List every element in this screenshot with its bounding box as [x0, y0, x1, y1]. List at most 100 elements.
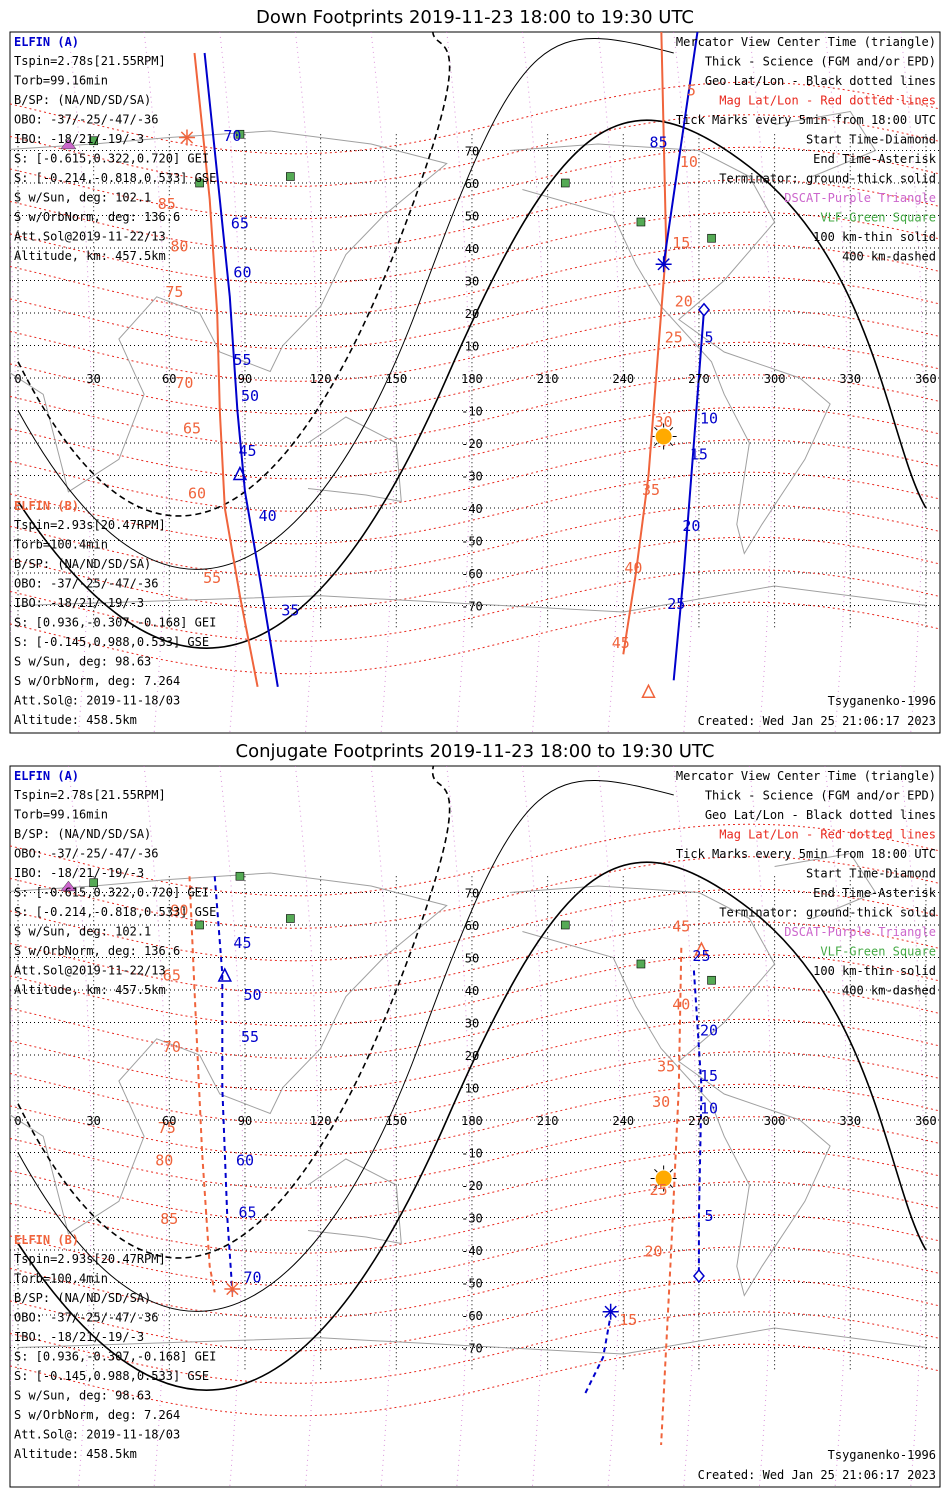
elfin-b-info: Att.Sol@: 2019-11-18/03 [14, 694, 180, 708]
elfin-a-info: Torb=99.16min [14, 808, 108, 822]
coastline [774, 110, 877, 177]
lon-tick-label: 240 [612, 372, 634, 386]
created-timestamp: Created: Wed Jan 25 21:06:17 2023 [698, 1468, 936, 1482]
elfin-b-info: S w/OrbNorm, deg: 7.264 [14, 674, 180, 688]
lat-tick-label: 50 [465, 210, 479, 224]
mag-lat-line [10, 179, 939, 252]
mag-lat-line [10, 1278, 939, 1352]
terminator-100km [17, 38, 674, 570]
legend-entry: Mag Lat/Lon - Red dotted lines [719, 94, 936, 108]
mag-lat-line [10, 921, 939, 994]
mag-lon-line [521, 32, 546, 733]
legend-entry: Thick - Science (FGM and/or EPD) [705, 55, 936, 69]
legend-entry: DSCAT-Purple Triangle [784, 191, 936, 205]
center-triangle-icon [641, 683, 656, 698]
plot-frame [9, 765, 941, 1488]
lon-tick-label: 300 [764, 372, 786, 386]
mag-lat-line [10, 341, 939, 415]
elfin-a-tick-label: 20 [682, 517, 700, 535]
lat-tick-label: -60 [461, 567, 483, 581]
elfin-a-tick-label: 60 [236, 1152, 254, 1170]
elfin-a-info: B/SP: (NA/ND/SD/SA) [14, 93, 151, 107]
elfin-b-tick-label: 35 [642, 481, 660, 499]
lat-tick-label: -40 [461, 502, 483, 516]
elfin-a-info: Tspin=2.78s[21.55RPM] [14, 54, 166, 68]
vlf-square-icon [235, 871, 245, 881]
elfin-b-tick-label: 20 [675, 293, 693, 311]
lat-tick-label: 20 [465, 1049, 479, 1063]
vlf-square-icon [560, 178, 570, 188]
mag-lat-line [10, 823, 939, 897]
mag-lat-line [10, 244, 939, 317]
mag-lon-line [370, 32, 395, 733]
center-triangle-icon [217, 967, 233, 982]
lat-tick-label: -20 [461, 437, 483, 451]
lon-tick-label: 330 [839, 1114, 861, 1128]
elfin-b-info: Altitude: 458.5km [14, 1447, 137, 1461]
legend-entry: End Time-Asterisk [813, 886, 937, 900]
elfin-a-tick-label: 35 [281, 601, 299, 619]
lat-tick-label: -10 [461, 405, 483, 419]
elfin-b-info: OBO: -37/-25/-47/-36 [14, 1311, 159, 1325]
elfin-a-info: S: [-0.214,-0.818,0.533] GSE [14, 171, 216, 185]
end-asterisk-icon [180, 131, 194, 144]
dscat-triangle-icon [60, 880, 77, 892]
elfin-b-title: ELFIN (B) [14, 499, 79, 513]
lon-tick-label: 270 [688, 372, 710, 386]
elfin-b-info: S: [-0.145,0.988,0.533] GSE [14, 1369, 209, 1383]
lat-tick-label: 10 [465, 340, 479, 354]
coastline [509, 885, 831, 1297]
elfin-a-tick-label: 70 [223, 127, 241, 145]
elfin-b-info: Torb=100.4min [14, 538, 108, 552]
lat-tick-label: 70 [465, 887, 479, 901]
elfin-a-info: Altitude, km: 457.5km [14, 983, 166, 997]
lon-tick-label: 0 [14, 1114, 21, 1128]
mag-lon-line [446, 32, 471, 733]
mag-lat-line [10, 888, 939, 962]
coastline [774, 852, 877, 919]
legend-entry: 100 km-thin solid [813, 964, 936, 978]
elfin-b-info: S: [0.936,-0.307,-0.168] GEI [14, 1350, 216, 1364]
created-timestamp: Created: Wed Jan 25 21:06:17 2023 [698, 714, 936, 728]
elfin-a-info: OBO: -37/-25/-47/-36 [14, 847, 159, 861]
elfin-a-info: Att.Sol@2019-11-22/13 [14, 230, 166, 244]
model-label: Tsyganenko-1996 [828, 1448, 936, 1462]
elfin-a-tick-label: 50 [244, 986, 262, 1004]
elfin-b-tick-label: 65 [163, 966, 181, 984]
mag-lat-line [10, 601, 939, 675]
elfin-b-tick-label: 40 [672, 996, 690, 1014]
legend-entry: VLF-Green Square [820, 211, 936, 225]
lon-tick-label: 30 [86, 372, 100, 386]
lon-tick-label: 60 [162, 372, 176, 386]
lat-tick-label: 40 [465, 984, 479, 998]
mag-lat-line [10, 986, 939, 1059]
lon-tick-label: 150 [385, 372, 407, 386]
lon-tick-label: 210 [537, 1114, 559, 1128]
elfin-a-info: Att.Sol@2019-11-22/13 [14, 964, 166, 978]
elfin-a-tick-label: 5 [705, 328, 714, 346]
elfin-a-info: Tspin=2.78s[21.55RPM] [14, 788, 166, 802]
elfin-a-info: IBO: -18/21/-19/-3 [14, 132, 144, 146]
sun-ray [654, 442, 658, 447]
center-triangle-icon [232, 465, 248, 481]
mag-lat-line [10, 953, 939, 1027]
elfin-b-tick-label: 5 [687, 81, 696, 99]
lon-tick-label: 120 [310, 372, 332, 386]
mag-lon-line [748, 32, 773, 733]
lon-tick-label: 360 [915, 1114, 937, 1128]
sun-icon [655, 428, 672, 445]
elfin-b-info: S: [0.936,-0.307,-0.168] GEI [14, 616, 216, 630]
elfin-a-tick-label: 20 [700, 1022, 718, 1040]
elfin-b-tick-label: 65 [183, 419, 201, 437]
elfin-b-tick-label: 75 [158, 1119, 176, 1137]
elfin-b-tick-label: 15 [672, 234, 690, 252]
panel-title: Down Footprints 2019-11-23 18:00 to 19:3… [256, 7, 694, 28]
vlf-square-icon [235, 129, 245, 139]
lon-tick-label: 210 [537, 372, 559, 386]
elfin-a-info: IBO: -18/21/-19/-3 [14, 866, 144, 880]
lat-tick-label: 70 [465, 145, 479, 159]
legend-entry: Geo Lat/Lon - Black dotted lines [705, 808, 936, 822]
terminator-100km [17, 780, 674, 1312]
elfin-a-tick-label: 40 [259, 507, 277, 525]
coastline [17, 585, 926, 613]
